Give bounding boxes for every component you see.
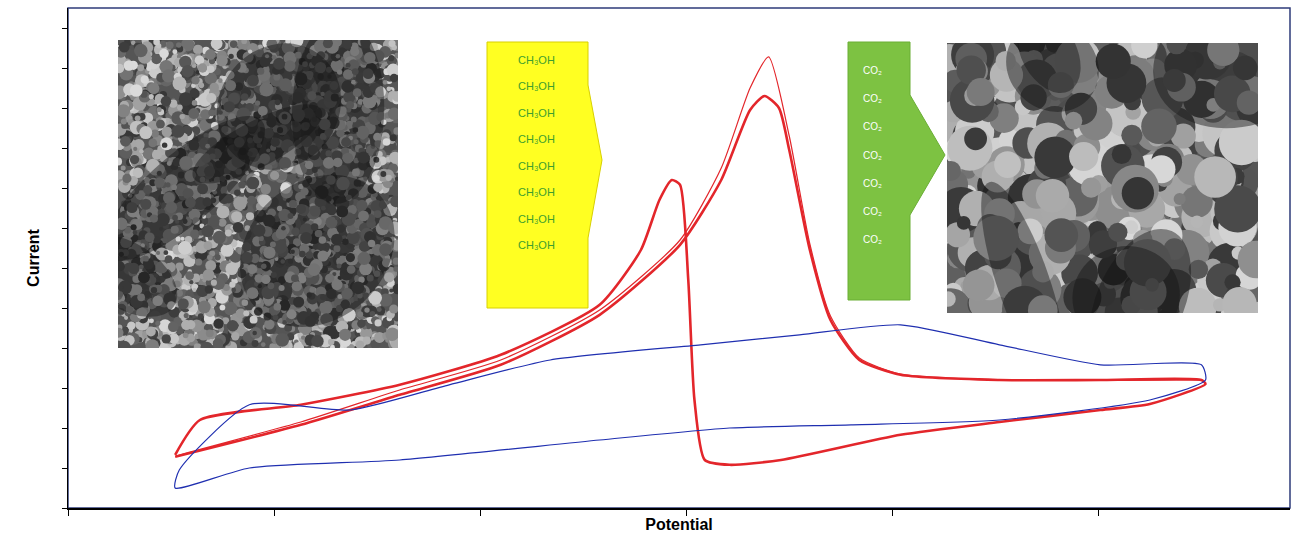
svg-text:CH₃OH: CH₃OH xyxy=(518,107,555,119)
svg-text:CH₃OH: CH₃OH xyxy=(518,54,555,66)
svg-text:CH₃OH: CH₃OH xyxy=(518,186,555,198)
svg-text:CH₃OH: CH₃OH xyxy=(518,239,555,251)
svg-text:CO₂: CO₂ xyxy=(863,234,882,245)
svg-text:CO₂: CO₂ xyxy=(863,150,882,161)
svg-text:CO₂: CO₂ xyxy=(863,121,882,132)
svg-text:CO₂: CO₂ xyxy=(863,206,882,217)
svg-text:CO₂: CO₂ xyxy=(863,178,882,189)
svg-text:Potential: Potential xyxy=(645,516,713,533)
svg-text:CH₃OH: CH₃OH xyxy=(518,213,555,225)
svg-text:Current: Current xyxy=(25,228,42,286)
svg-text:CO₂: CO₂ xyxy=(863,93,882,104)
svg-text:CH₃OH: CH₃OH xyxy=(518,133,555,145)
svg-text:CH₃OH: CH₃OH xyxy=(518,80,555,92)
svg-text:CO₂: CO₂ xyxy=(863,65,882,76)
svg-text:CH₃OH: CH₃OH xyxy=(518,160,555,172)
